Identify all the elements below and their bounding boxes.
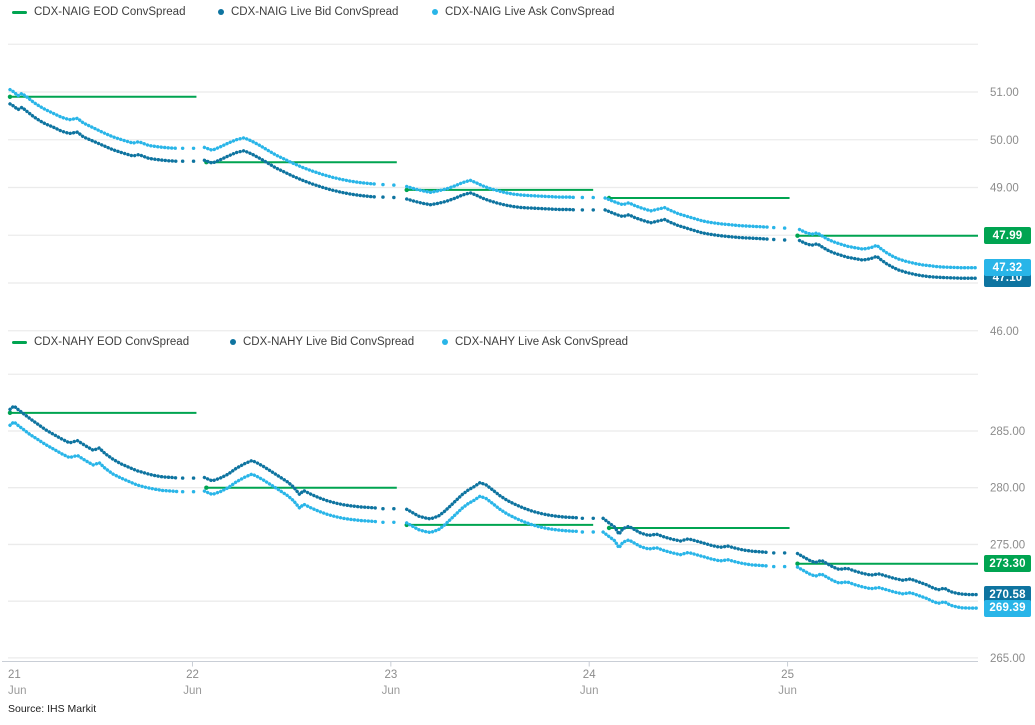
x-tick-label: 21	[8, 669, 21, 681]
series-bid	[797, 238, 980, 280]
series-ask	[601, 530, 770, 568]
series-bid	[601, 516, 770, 555]
legend-item-naig-bid[interactable]: CDX-NAIG Live Bid ConvSpread	[218, 6, 398, 18]
y-tick-label: 275.00	[990, 539, 1025, 551]
x-tick-label: 25	[781, 669, 794, 681]
legend-naig: CDX-NAIG EOD ConvSpread CDX-NAIG Live Bi…	[0, 6, 1035, 24]
bid-dot-marker	[230, 339, 236, 345]
x-tick-label: 22	[186, 669, 199, 681]
x-tick-label: 23	[384, 669, 397, 681]
series-ask	[405, 178, 577, 200]
value-tag: 269.39	[984, 599, 1031, 617]
ask-dot-marker	[442, 339, 448, 345]
series-bid	[202, 458, 379, 510]
value-tag: 47.32	[984, 259, 1031, 277]
legend-label: CDX-NAIG Live Bid ConvSpread	[231, 6, 399, 18]
legend-item-nahy-bid[interactable]: CDX-NAHY Live Bid ConvSpread	[230, 336, 414, 348]
series-bid	[8, 102, 179, 163]
y-tick-label: 50.00	[990, 135, 1019, 147]
x-tick-month: Jun	[778, 685, 797, 697]
value-tag: 270.58	[984, 586, 1031, 604]
series-ask	[797, 227, 980, 270]
series-ask	[8, 420, 181, 494]
series-eod-start-dot	[7, 94, 13, 99]
series-bid	[8, 404, 181, 480]
series-bid	[202, 149, 379, 199]
x-tick-month: Jun	[183, 685, 202, 697]
value-tag: 47.99	[984, 227, 1031, 245]
series-eod-start-dot	[404, 187, 409, 193]
y-tick-label: 51.00	[990, 87, 1019, 99]
x-tick-month: Jun	[580, 685, 599, 697]
legend-label: CDX-NAIG EOD ConvSpread	[34, 6, 186, 18]
series-ask	[795, 565, 980, 610]
y-tick-label: 285.00	[990, 426, 1025, 438]
y-tick-label: 49.00	[990, 183, 1019, 195]
value-tag: 273.30	[984, 555, 1031, 573]
series-bid	[603, 208, 770, 241]
series-bid	[405, 191, 577, 212]
series-bid	[405, 480, 579, 521]
legend-label: CDX-NAIG Live Ask ConvSpread	[445, 6, 615, 18]
x-tick-month: Jun	[382, 685, 401, 697]
series-eod-start-dot	[7, 410, 13, 416]
legend-item-naig-ask[interactable]: CDX-NAIG Live Ask ConvSpread	[432, 6, 614, 18]
x-tick-month: Jun	[8, 685, 27, 697]
x-tick-label: 24	[583, 669, 596, 681]
legend-label: CDX-NAHY Live Bid ConvSpread	[243, 336, 415, 348]
series-ask	[405, 494, 579, 535]
bid-dot-marker	[218, 9, 224, 15]
legend-item-naig-eod[interactable]: CDX-NAIG EOD ConvSpread	[12, 6, 185, 18]
legend-item-nahy-ask[interactable]: CDX-NAHY Live Ask ConvSpread	[442, 336, 628, 348]
series-ask	[8, 87, 179, 150]
legend-label: CDX-NAHY EOD ConvSpread	[34, 336, 190, 348]
legend-nahy: CDX-NAHY EOD ConvSpread CDX-NAHY Live Bi…	[0, 336, 1035, 354]
eod-line-marker	[12, 10, 27, 14]
y-tick-label: 280.00	[990, 483, 1025, 495]
y-tick-label: 46.00	[990, 326, 1019, 338]
series-eod-start-dot	[606, 525, 612, 531]
legend-item-nahy-eod[interactable]: CDX-NAHY EOD ConvSpread	[12, 336, 189, 348]
eod-line-marker	[12, 340, 27, 344]
source-note: Source: IHS Markit	[8, 703, 97, 715]
series-eod-start-dot	[795, 233, 800, 238]
legend-label: CDX-NAHY Live Ask ConvSpread	[455, 336, 628, 348]
series-eod-start-dot	[795, 561, 800, 566]
series-bid	[795, 551, 980, 597]
y-tick-label: 265.00	[990, 653, 1025, 665]
series-ask	[591, 195, 598, 200]
series-ask	[202, 136, 379, 186]
series-ask	[202, 472, 379, 524]
series-ask	[603, 196, 770, 229]
series-eod-start-dot	[204, 485, 209, 490]
ask-dot-marker	[432, 9, 438, 15]
